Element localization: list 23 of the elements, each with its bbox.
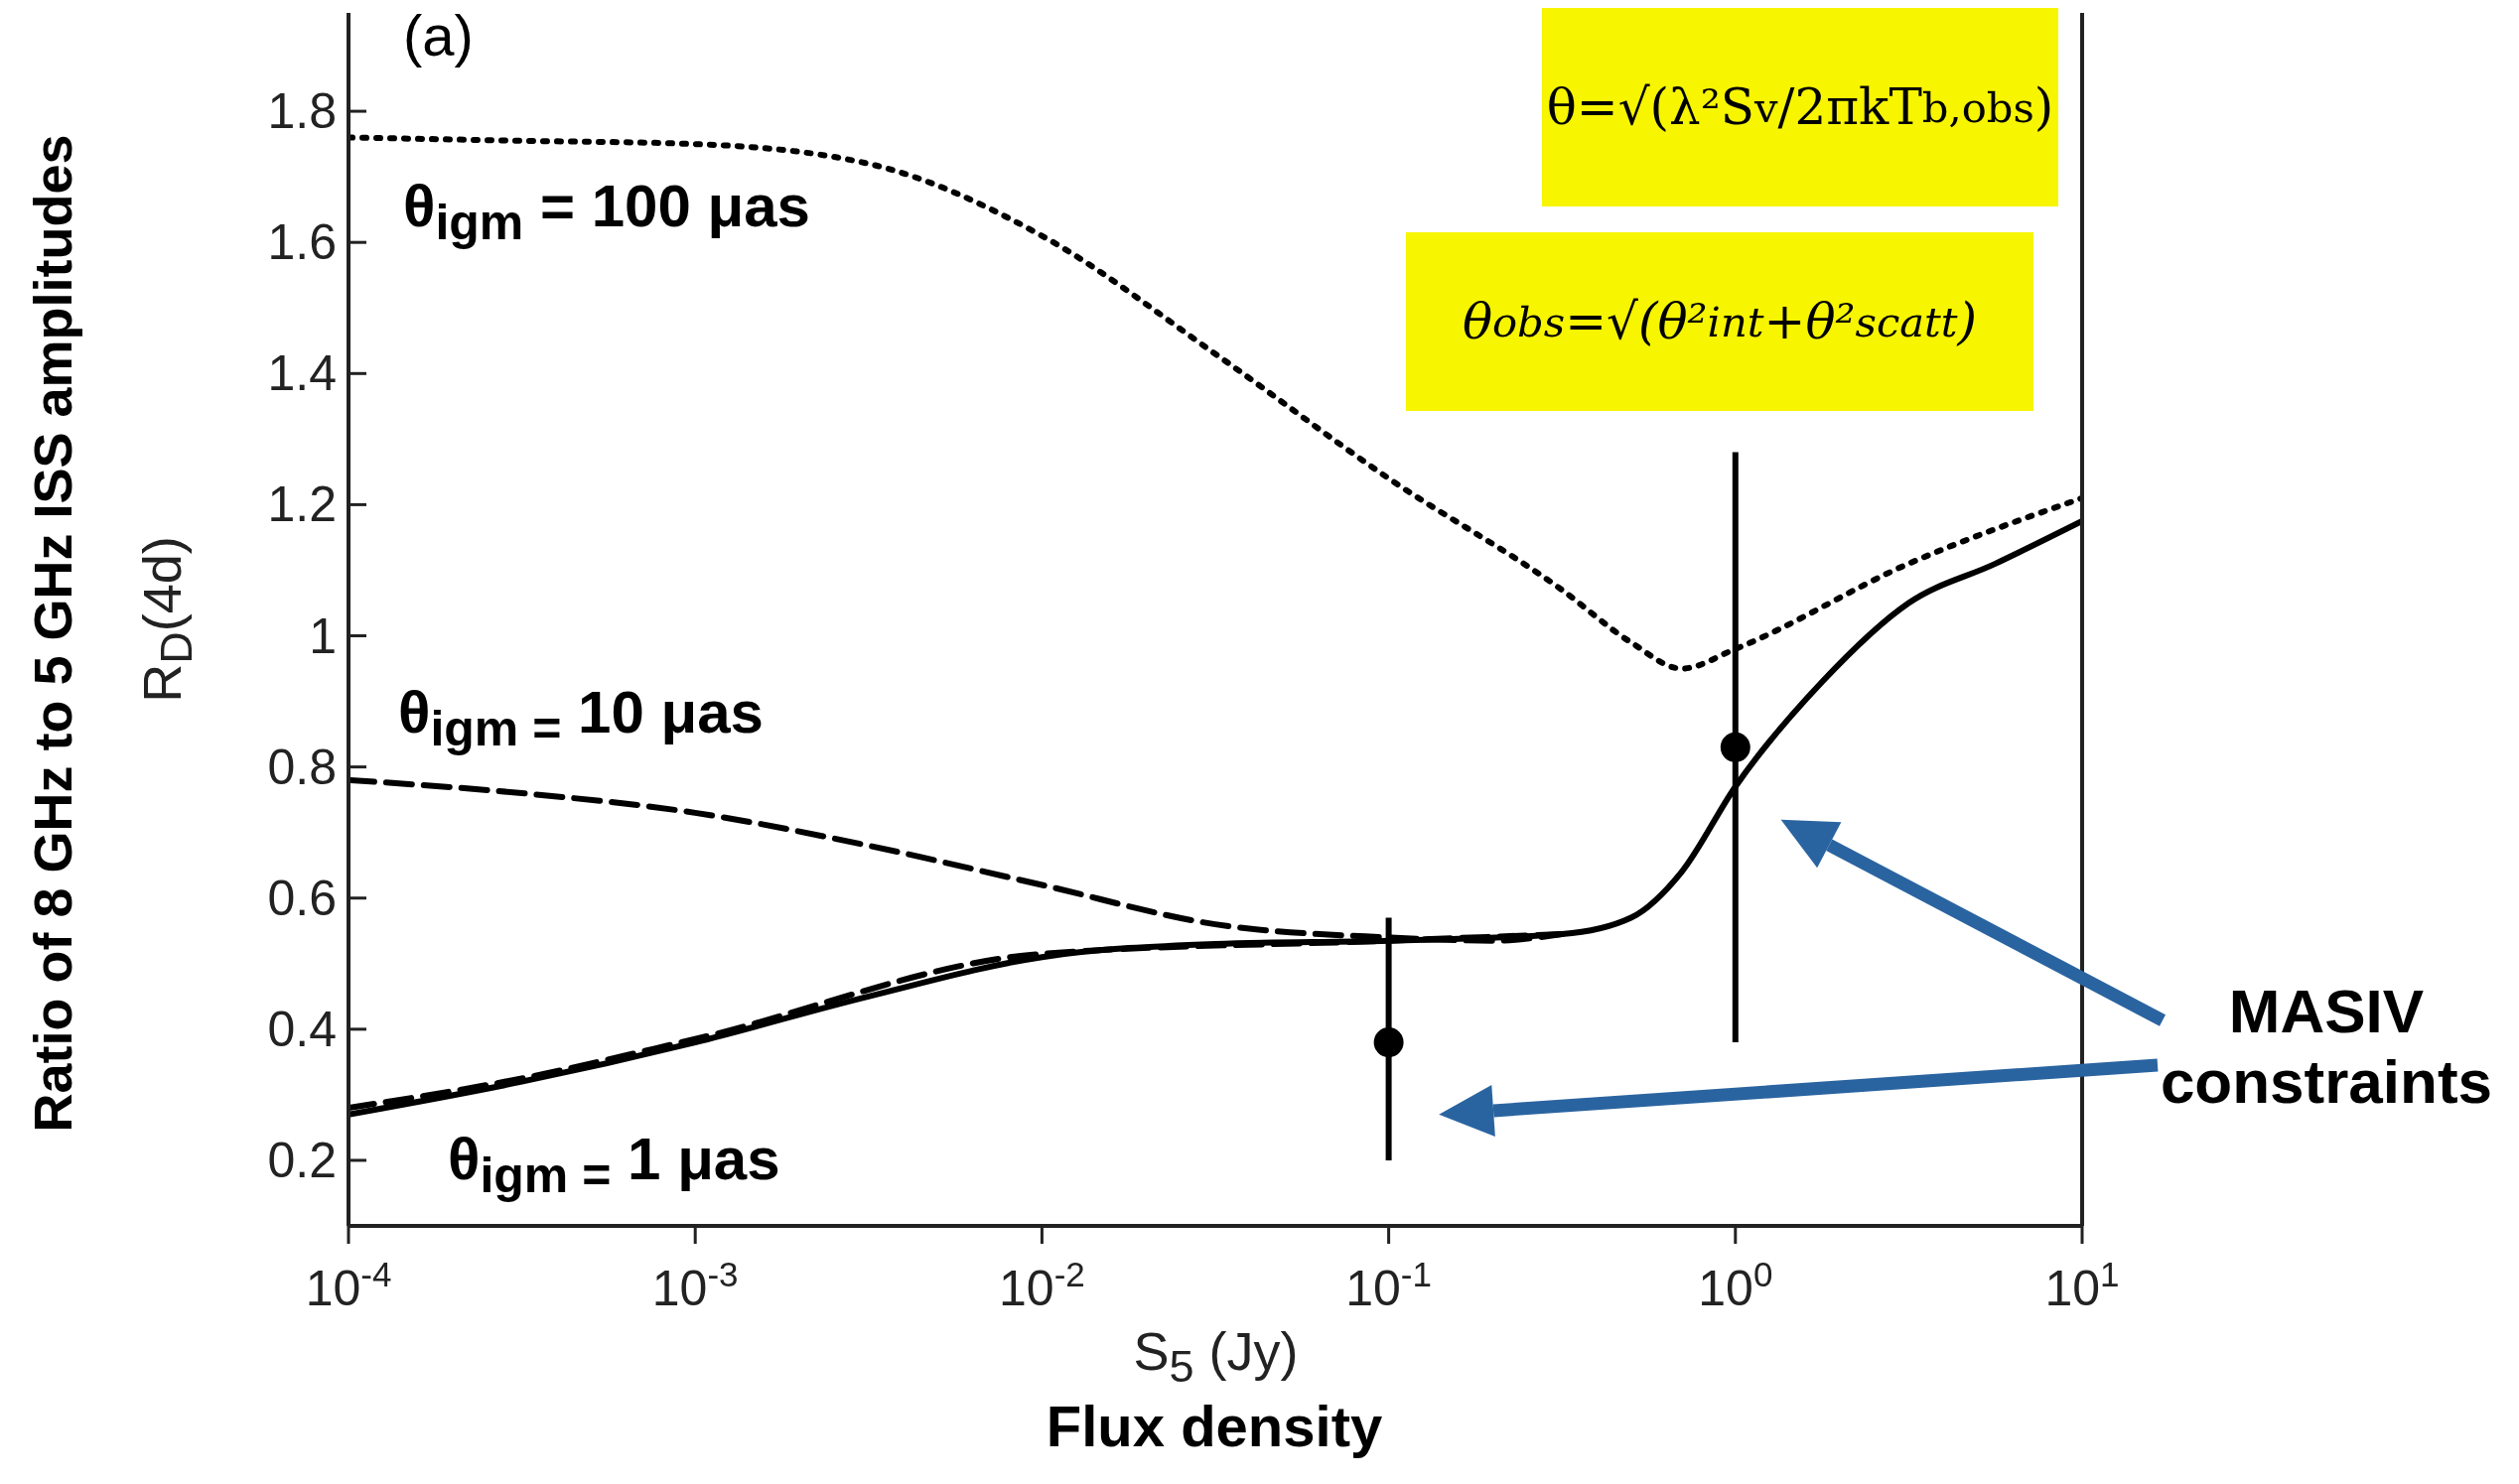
y-tick-label: 0.4 (267, 1001, 337, 1057)
y-tick-label: 1.8 (267, 83, 337, 140)
text: Ratio of 8 GHz to 5 GHz ISS amplitudes (22, 134, 83, 1133)
x-axis-title: S$_{5}$ (Jy) (1133, 1320, 1299, 1393)
x-tick-label: 10$^{1}$ (2044, 1254, 2120, 1316)
x-tick-label: 10$^{-4}$ (305, 1254, 392, 1316)
x-tick-label: 10$^{0}$ (1698, 1254, 1773, 1316)
x-tick-label: 10$^{-2}$ (999, 1254, 1085, 1316)
annotation: θ$_{igm}$ = 100 μas (403, 172, 810, 251)
annotation: (a) (403, 2, 474, 68)
y-tick-label: 1.2 (267, 476, 337, 533)
text: Flux density (1046, 1393, 1383, 1459)
annotation: θ$_{igm =}$ 1 μas (448, 1125, 780, 1204)
y-tick-label: 0.8 (267, 739, 337, 795)
y-tick-label: 0.6 (267, 870, 337, 926)
annotation: θ$_{igm =}$ 10 μas (398, 678, 764, 757)
y-tick-label: 1 (309, 607, 337, 664)
x-tick-label: 10$^{-1}$ (1345, 1254, 1432, 1316)
x-tick-label: 10$^{-3}$ (651, 1254, 739, 1316)
y-tick-label: 1.6 (267, 214, 337, 271)
y-tick-label: 0.2 (267, 1132, 337, 1188)
text: MASIV constraints (2159, 976, 2494, 1117)
y-tick-label: 1.4 (267, 345, 337, 402)
